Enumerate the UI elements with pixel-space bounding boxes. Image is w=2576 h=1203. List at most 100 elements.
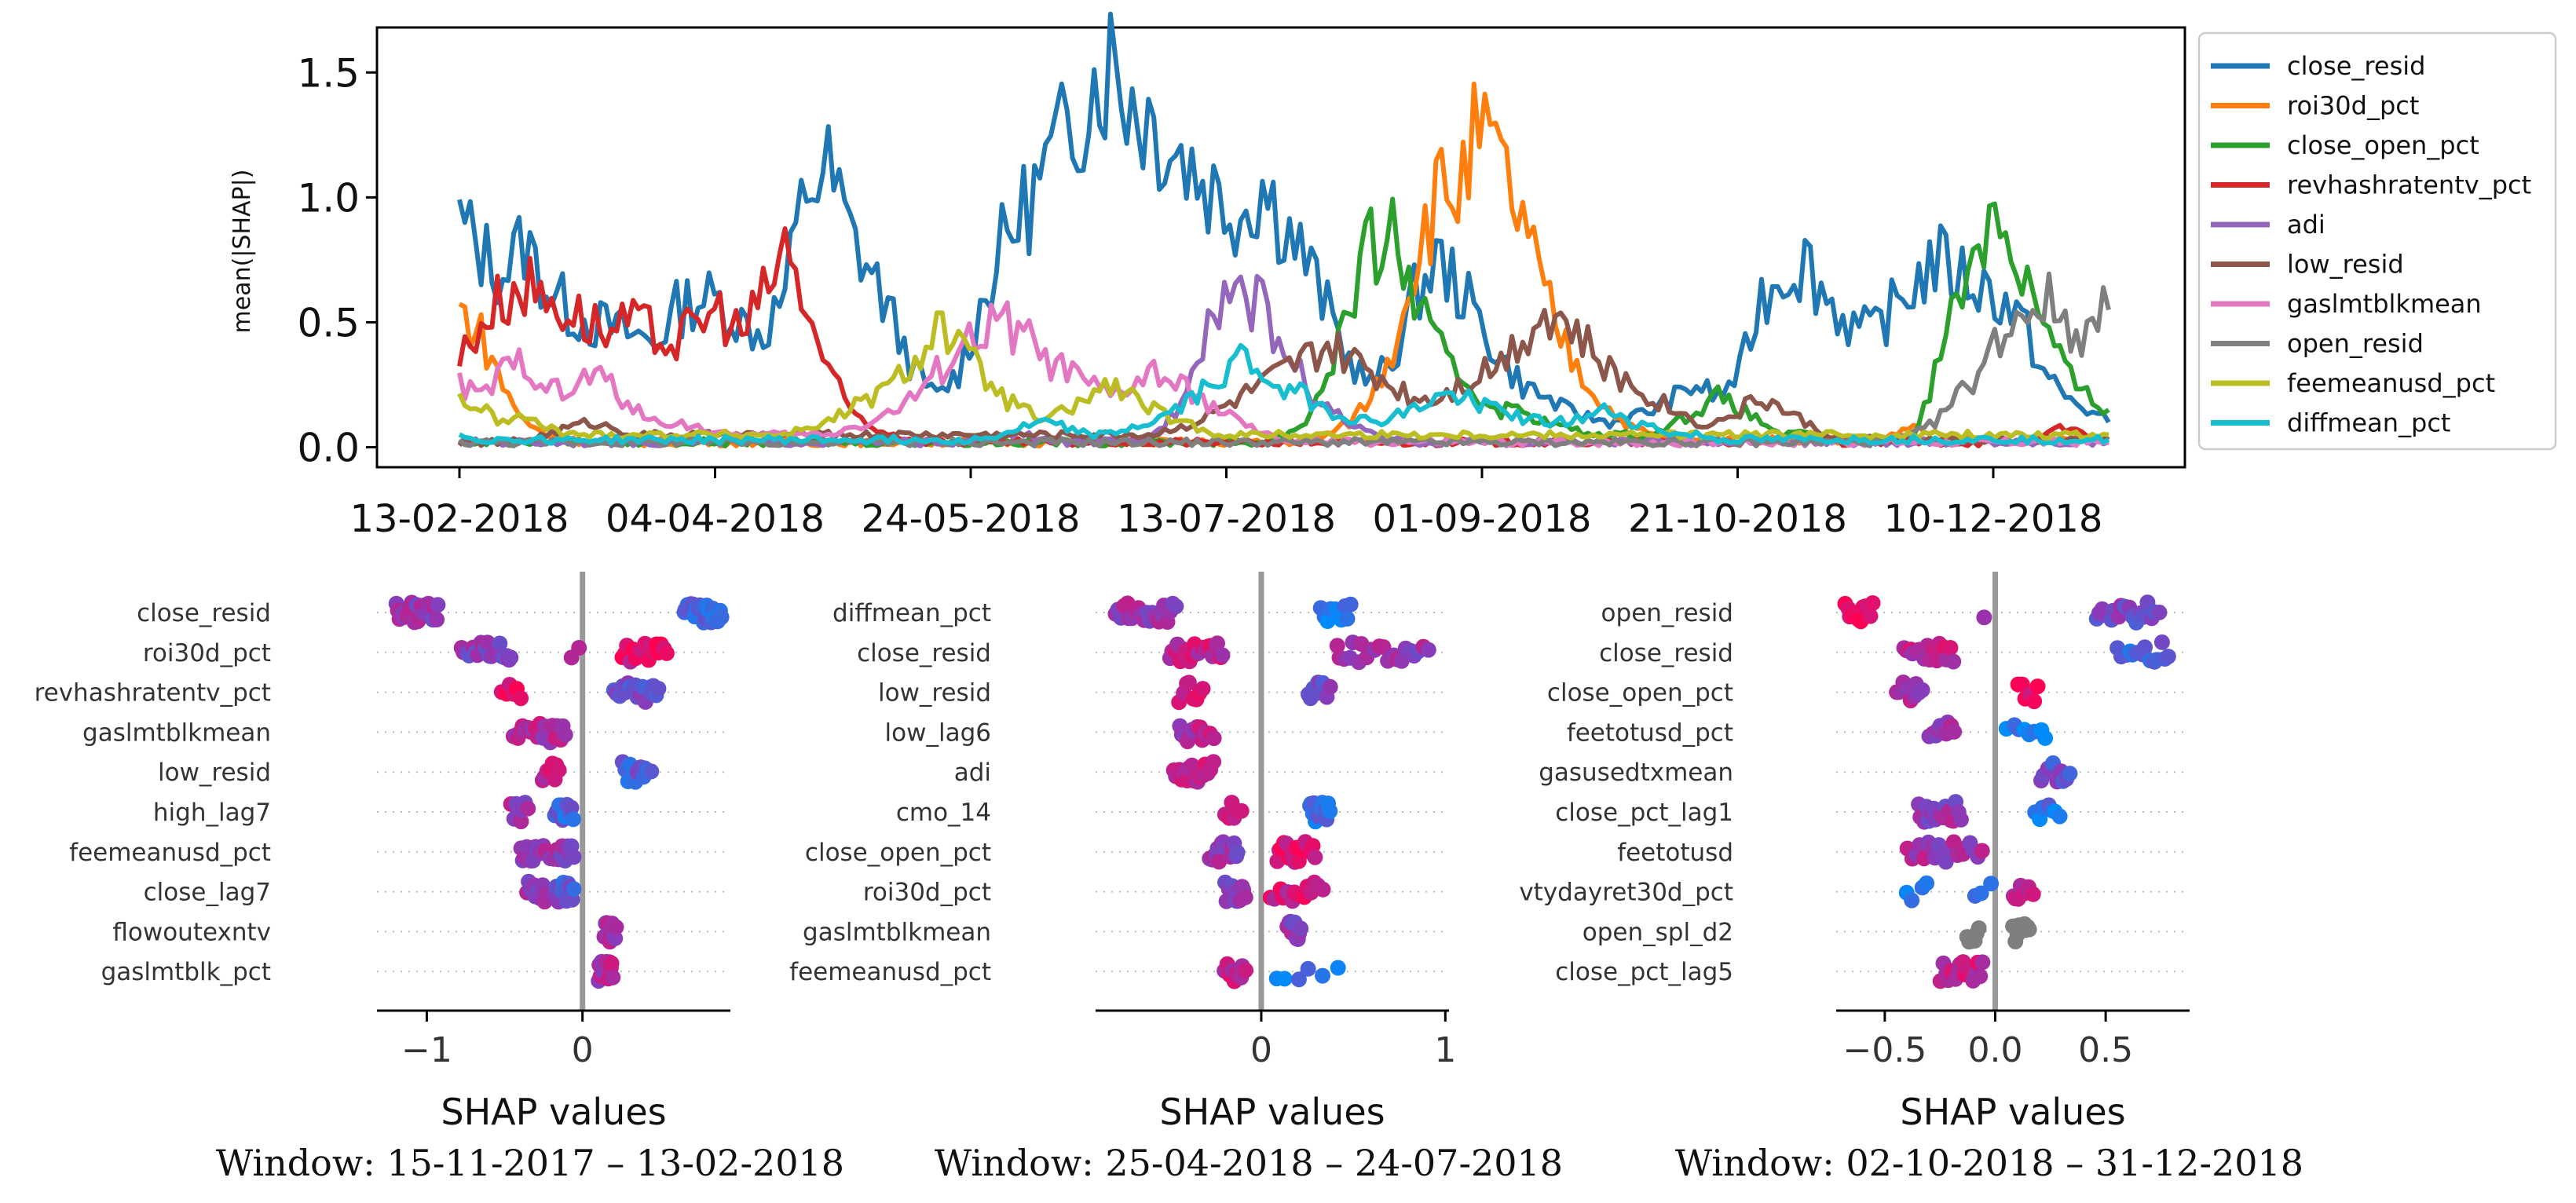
shap-point (2026, 693, 2043, 710)
series-line-diffmean_pct (458, 342, 2110, 446)
series-line-close_resid (457, 11, 2111, 430)
shap-point (1276, 971, 1293, 987)
shap-point (1393, 653, 1410, 669)
shap-point (603, 955, 620, 971)
shap-point (1184, 757, 1200, 773)
shap-xlabel: SHAP values (1159, 1091, 1385, 1133)
shap-point (1180, 675, 1197, 691)
shap-point (563, 799, 580, 816)
feature-label-vtydayret30d_pct: vtydayret30d_pct (1519, 879, 1733, 907)
shap-point (608, 919, 624, 935)
shap-point (1322, 803, 1338, 819)
shap-point (1973, 885, 1989, 901)
feature-label-close_lag7: close_lag7 (144, 879, 271, 907)
shap-point (1420, 642, 1436, 658)
shap-point (1329, 638, 1345, 654)
line-chart-frame (375, 26, 2186, 469)
shap-point (1342, 596, 1359, 612)
feature-label-close_pct_lag5: close_pct_lag5 (1555, 958, 1733, 986)
feature-label-diffmean_pct: diffmean_pct (832, 599, 991, 627)
line-chart-x-ticks: 13-02-2018 04-04-2018 24-05-2018 13-07-2018… (350, 467, 2102, 541)
shap-point (2037, 729, 2054, 746)
shap-point (2137, 639, 2153, 656)
line-chart: 0.0 0.5 1.0 1.5 13-02-2018 04-04-2018 24-05-2… (229, 11, 2186, 541)
shap-point (1168, 598, 1184, 615)
feature-label-open_spl_d2: open_spl_d2 (1583, 918, 1733, 946)
shap-point (1864, 595, 1881, 611)
feature-label-roi30d_pct: roi30d_pct (143, 639, 271, 667)
feature-label-cmo_14: cmo_14 (896, 799, 991, 827)
feature-label-close_open_pct: close_open_pct (805, 839, 991, 867)
shap-point (1974, 843, 1990, 859)
x-tick-label: 01-09-2018 (1373, 497, 1592, 541)
feature-label-gasusedtxmean: gasusedtxmean (1539, 759, 1733, 787)
feature-label-close_open_pct: close_open_pct (1547, 679, 1733, 708)
legend-label-diffmean_pct: diffmean_pct (2287, 408, 2450, 438)
legend-label-open_resid: open_resid (2287, 329, 2424, 359)
feature-label-close_resid: close_resid (1599, 639, 1733, 667)
shap-window-title: Window: 02-10-2018 – 31-12-2018 (1675, 1142, 2303, 1184)
shap-point (557, 726, 573, 743)
shap-point (492, 635, 508, 652)
shap-point (1862, 608, 1879, 624)
shap-point (1974, 954, 1991, 971)
shap-point (2051, 808, 2068, 825)
line-chart-series (457, 11, 2111, 448)
shap-point (1942, 640, 1959, 656)
feature-label-flowoutexntv: flowoutexntv (112, 918, 271, 946)
shap-xlabel: SHAP values (441, 1091, 666, 1133)
shap-point (513, 814, 529, 830)
feature-label-feetotusd: feetotusd (1617, 839, 1733, 867)
shap-point (1209, 635, 1225, 652)
x-tick-label: 13-02-2018 (350, 497, 569, 541)
shap-point (2153, 634, 2170, 650)
feature-label-high_lag7: high_lag7 (153, 799, 271, 827)
shap-point (1206, 754, 1222, 770)
legend-frame (2197, 31, 2557, 451)
shap-x-tick-label: 1 (1434, 1030, 1456, 1070)
shap-x-tick-label: 0 (1250, 1030, 1272, 1070)
shap-point (1919, 875, 1935, 891)
shap-point (1322, 678, 1338, 695)
feature-label-gaslmtblk_pct: gaslmtblk_pct (101, 958, 271, 986)
shap-point (2025, 886, 2041, 902)
line-chart-ylabel: mean(|SHAP|) (229, 170, 256, 334)
feature-label-open_resid: open_resid (1601, 599, 1733, 627)
legend-label-close_open_pct: close_open_pct (2287, 130, 2479, 160)
shap-point (1930, 837, 1947, 854)
shap-point (1195, 681, 1211, 697)
shap-x-tick-label: 0.0 (1968, 1030, 2023, 1070)
shap-point (565, 849, 582, 865)
feature-label-feetotusd_pct: feetotusd_pct (1567, 719, 1733, 747)
feature-label-low_resid: low_resid (878, 679, 991, 708)
shap-point (1972, 968, 1989, 985)
shap-point (1945, 834, 1962, 850)
feature-label-gaslmtblkmean: gaslmtblkmean (82, 719, 271, 747)
shap-point (503, 649, 519, 666)
shap-point (1914, 682, 1930, 698)
shap-point (1319, 613, 1336, 629)
shap-xlabel: SHAP values (1900, 1091, 2125, 1133)
legend-label-low_resid: low_resid (2287, 250, 2404, 280)
shap-point (571, 640, 587, 656)
shap-point (2160, 649, 2176, 665)
shap-point (429, 612, 445, 627)
x-tick-label: 13-07-2018 (1117, 497, 1336, 541)
legend-label-close_resid: close_resid (2287, 51, 2425, 81)
legend-label-adi: adi (2287, 210, 2325, 240)
shap-point (713, 609, 730, 625)
feature-label-close_resid: close_resid (137, 599, 271, 627)
shap-point (1970, 920, 1987, 936)
shap-point (1945, 653, 1962, 670)
shap-window-title: Window: 15-11-2017 – 13-02-2018 (216, 1142, 844, 1184)
shap-point (1238, 962, 1253, 978)
shap-point (2151, 604, 2168, 620)
shap-point (1237, 889, 1253, 905)
shap-point (1293, 920, 1309, 937)
legend-label-gaslmtblkmean: gaslmtblkmean (2287, 289, 2482, 319)
legend-items: close_resid roi30d_pct close_open_pctrevha… (2211, 51, 2531, 438)
shap-point (2021, 921, 2037, 938)
y-tick-label: 1.0 (297, 175, 360, 221)
series-line-low_resid (457, 308, 2110, 448)
